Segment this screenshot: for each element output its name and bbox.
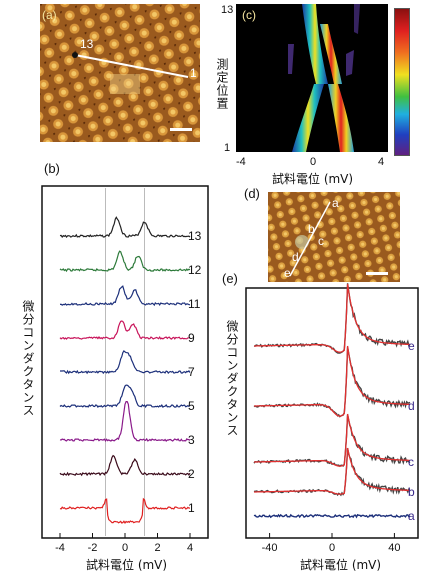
panel-e-ylabel: 微分コンダクタンス <box>225 320 239 437</box>
chart-b-series-label-12: 12 <box>188 263 202 277</box>
chart-b-series-3 <box>59 401 191 443</box>
stm-image-a-svg <box>40 4 200 142</box>
panel-b-ylabel: 微分コンダクタンス <box>21 300 35 417</box>
chart-b-series-7 <box>60 349 191 375</box>
chart-b-series-label-9: 9 <box>188 331 195 345</box>
chart-b-series-label-1: 1 <box>188 501 195 515</box>
chart-e-fit-b <box>254 447 410 495</box>
panel-c-xtick-neg4: -4 <box>236 156 246 168</box>
chart-e-series-label-d: d <box>408 399 415 413</box>
chart-b-series-label-2: 2 <box>188 467 195 481</box>
chart-b-series-label-3: 3 <box>188 433 195 447</box>
chart-e-series-d <box>253 347 411 418</box>
chart-e-fit-d <box>254 345 410 417</box>
chart-b-series-13 <box>59 216 191 238</box>
panel-d-point-e: e <box>284 266 291 280</box>
panel-e-xlabel: 試料電位 (mV) <box>300 558 382 572</box>
chart-b-series-label-7: 7 <box>188 365 195 379</box>
chart-e-fit-e <box>254 283 410 353</box>
panel-a-point-13: 13 <box>80 37 94 51</box>
chart-b-series-12 <box>59 250 191 273</box>
chart-e-xtick-2: 40 <box>388 542 400 554</box>
panel-c-ytick-1: 1 <box>224 142 231 154</box>
conductance-map-c <box>236 4 388 152</box>
conductance-map-c-svg <box>288 4 360 152</box>
panel-d-point-b: b <box>308 222 315 236</box>
chart-b-xtick-3: 2 <box>154 542 160 554</box>
chart-b-xtick-1: -2 <box>88 542 98 554</box>
chart-b-series-label-5: 5 <box>188 399 195 413</box>
panel-d-point-a: a <box>332 196 339 210</box>
stm-image-d <box>268 192 400 282</box>
chart-b-series-11 <box>59 285 191 307</box>
stm-image-d-svg <box>268 192 400 282</box>
chart-e-series-label-e: e <box>408 339 415 353</box>
chart-e-series-label-c: c <box>408 455 414 469</box>
chart-e-series-label-a: a <box>408 509 415 523</box>
chart-b-xtick-0: -4 <box>55 542 65 554</box>
chart-e-xtick-1: 0 <box>329 542 335 554</box>
chart-b-series-2 <box>59 454 191 477</box>
panel-b-label: (b) <box>44 161 60 176</box>
panel-a-label: (a) <box>42 8 57 22</box>
panel-c-ytick-13: 13 <box>221 4 234 16</box>
chart-e-xtick-0: -40 <box>262 542 278 554</box>
panel-a-point-1: 1 <box>190 66 197 80</box>
panel-c-xtick-4: 4 <box>378 156 385 168</box>
chart-b-series-1 <box>59 497 191 525</box>
panel-d-point-d: d <box>292 250 299 264</box>
stm-image-a <box>40 4 200 142</box>
panel-b-xlabel: 試料電位 (mV) <box>86 558 168 572</box>
chart-b-xtick-2: 0 <box>122 542 128 554</box>
chart-e-series-a <box>253 513 411 519</box>
panel-c-label: (c) <box>242 8 256 22</box>
chart-b-xtick-4: 4 <box>187 542 193 554</box>
panel-d-point-c: c <box>318 234 324 248</box>
chart-e-series-label-b: b <box>408 485 415 499</box>
panel-c-ylabel: 測定位置 <box>215 58 229 110</box>
panel-c-xtick-0: 0 <box>310 156 317 168</box>
colorbar <box>394 8 410 156</box>
chart-b-series-9 <box>59 320 191 340</box>
chart-e-series-b <box>253 447 411 497</box>
chart-e-frame <box>245 287 419 539</box>
panel-e-label: (e) <box>222 271 238 286</box>
panel-d-label: (d) <box>244 186 260 201</box>
chart-b-series-label-13: 13 <box>188 229 202 243</box>
panel-c-xlabel: 試料電位 (mV) <box>272 172 354 186</box>
chart-b-series-label-11: 11 <box>188 297 201 311</box>
chart-b-series-5 <box>59 384 191 409</box>
chart-e-fit-c <box>254 413 410 467</box>
